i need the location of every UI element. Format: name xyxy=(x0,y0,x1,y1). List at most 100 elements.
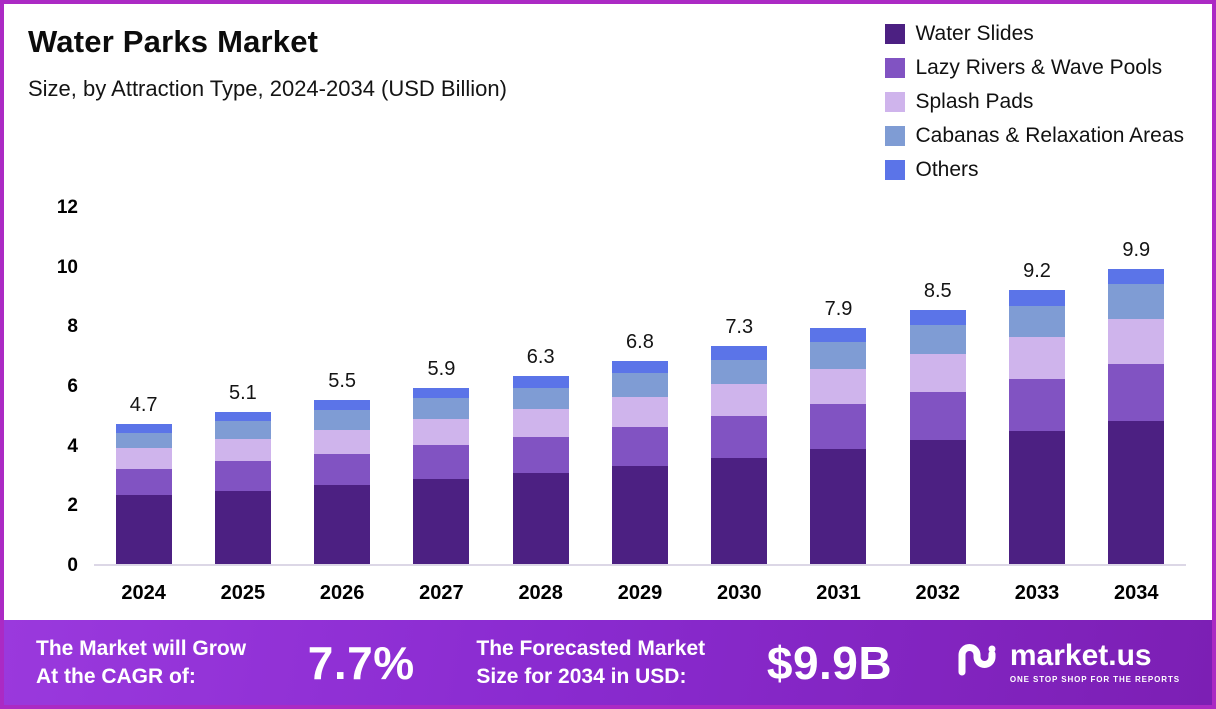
y-tick-label: 4 xyxy=(67,435,78,457)
bar-segment xyxy=(413,388,470,399)
cagr-label: The Market will Grow At the CAGR of: xyxy=(36,635,246,690)
legend-label: Lazy Rivers & Wave Pools xyxy=(915,56,1163,79)
bar-total-label: 8.5 xyxy=(923,280,952,303)
stacked-bar xyxy=(512,376,569,564)
bar-segment xyxy=(611,465,668,564)
x-tick-label: 2032 xyxy=(915,582,961,604)
bar-segment xyxy=(512,473,569,564)
legend-swatch-icon xyxy=(884,92,905,112)
bar-segment xyxy=(611,396,668,427)
bar-segment xyxy=(711,458,768,564)
bar-segment xyxy=(512,376,569,389)
stacked-bar xyxy=(909,310,966,564)
bar-segment xyxy=(1009,289,1066,306)
bar-segment xyxy=(214,461,271,491)
forecast-label-line2: Size for 2034 in USD: xyxy=(476,664,687,688)
page-title: Water Parks Market xyxy=(28,24,319,59)
bar-segment xyxy=(1009,305,1066,338)
stacked-bar xyxy=(115,423,172,564)
stacked-bar xyxy=(1108,268,1165,564)
bar-segment xyxy=(512,408,569,438)
marketus-logo: market.us ONE STOP SHOP FOR THE REPORTS xyxy=(954,639,1180,686)
bar-segment xyxy=(810,341,867,369)
bar-total-label: 9.2 xyxy=(1023,259,1051,282)
bar-group-2029: 6.8 xyxy=(611,331,668,564)
bar-segment xyxy=(1009,431,1066,564)
bar-segment xyxy=(810,449,867,564)
logo-text: market.us xyxy=(1009,639,1152,672)
bar-group-2026: 5.5 xyxy=(314,370,371,564)
bar-segment xyxy=(214,420,271,439)
cagr-value: 7.7% xyxy=(307,636,415,689)
footer-banner: The Market will Grow At the CAGR of: 7.7… xyxy=(4,620,1212,705)
logo-tagline: ONE STOP SHOP FOR THE REPORTS xyxy=(1009,675,1180,684)
bar-segment xyxy=(1108,319,1165,365)
bar-segment xyxy=(711,346,768,360)
bar-segment xyxy=(512,388,569,409)
chart-row: 0 2 4 6 8 10 12 4.7 5.1 5.5 5.9 6.3 6.8 7.3 7.9 8.5 9.2… xyxy=(40,197,1186,576)
bar-segment xyxy=(115,495,172,564)
bar-segment xyxy=(1009,379,1066,432)
bar-segment xyxy=(1009,337,1066,380)
legend-item: Lazy Rivers & Wave Pools xyxy=(884,56,1185,80)
bar-segment xyxy=(115,468,172,496)
bar-segment xyxy=(611,361,668,374)
bar-group-2025: 5.1 xyxy=(214,381,271,564)
bar-segment xyxy=(314,429,371,454)
legend-label: Water Slides xyxy=(915,22,1034,45)
bar-group-2030: 7.3 xyxy=(711,316,768,564)
bar-total-label: 6.8 xyxy=(626,331,654,354)
legend-item: Water Slides xyxy=(884,22,1185,46)
bar-segment xyxy=(909,392,966,441)
bar-segment xyxy=(314,484,371,564)
chart-subtitle: Size, by Attraction Type, 2024-2034 (USD… xyxy=(28,76,507,101)
forecast-label: The Forecasted Market Size for 2034 in U… xyxy=(476,635,705,690)
bar-segment xyxy=(413,419,470,445)
bar-segment xyxy=(214,411,271,421)
y-tick-label: 2 xyxy=(67,495,78,517)
y-tick-label: 6 xyxy=(67,376,78,397)
legend-item: Others xyxy=(884,158,1185,182)
x-tick-label: 2025 xyxy=(220,582,266,604)
bar-segment xyxy=(711,416,768,459)
bar-group-2024: 4.7 xyxy=(115,393,172,564)
x-tick-label: 2029 xyxy=(617,582,663,604)
bar-total-label: 4.7 xyxy=(129,393,158,416)
stacked-bar-chart: 0 2 4 6 8 10 12 4.7 5.1 5.5 5.9 6.3 6.8 7.3 7.9 8.5 9.2… xyxy=(4,197,1212,620)
cagr-label-line1: The Market will Grow xyxy=(36,637,247,661)
bar-segment xyxy=(810,328,867,342)
bar-segment xyxy=(413,478,470,564)
stacked-bar xyxy=(810,328,867,564)
bar-group-2027: 5.9 xyxy=(413,358,470,564)
bar-group-2028: 6.3 xyxy=(512,346,569,564)
bar-group-2033: 9.2 xyxy=(1009,259,1066,564)
bar-segment xyxy=(1108,283,1165,320)
bar-segment xyxy=(711,359,768,384)
stacked-bar xyxy=(413,388,470,564)
bar-segment xyxy=(611,373,668,397)
bar-segment xyxy=(115,447,172,469)
bar-segment xyxy=(115,432,172,448)
stacked-bar xyxy=(314,399,371,564)
bar-total-label: 5.1 xyxy=(228,381,257,404)
bar-segment xyxy=(810,404,867,450)
bar-segment xyxy=(909,310,966,326)
bar-group-2032: 8.5 xyxy=(909,280,966,564)
x-tick-label: 2024 xyxy=(121,582,166,604)
y-tick-label: 12 xyxy=(56,197,78,218)
bar-total-label: 7.9 xyxy=(824,298,853,321)
bar-group-2034: 9.9 xyxy=(1108,239,1165,564)
legend-swatch-icon xyxy=(884,24,905,44)
bar-segment xyxy=(909,353,966,393)
y-tick-label: 0 xyxy=(67,555,78,576)
forecast-label-line1: The Forecasted Market xyxy=(476,637,706,661)
legend-swatch-icon xyxy=(884,58,905,78)
bar-segment xyxy=(512,437,569,474)
x-tick-label: 2028 xyxy=(518,582,563,604)
x-axis-labels: 2024 2025 2026 2027 2028 2029 2030 2031 2032 2033… xyxy=(94,582,1186,605)
bar-segment xyxy=(909,440,966,564)
bar-segment xyxy=(810,368,867,405)
bar-total-label: 5.9 xyxy=(427,358,456,381)
bar-segment xyxy=(214,490,271,564)
bar-segment xyxy=(711,383,768,417)
